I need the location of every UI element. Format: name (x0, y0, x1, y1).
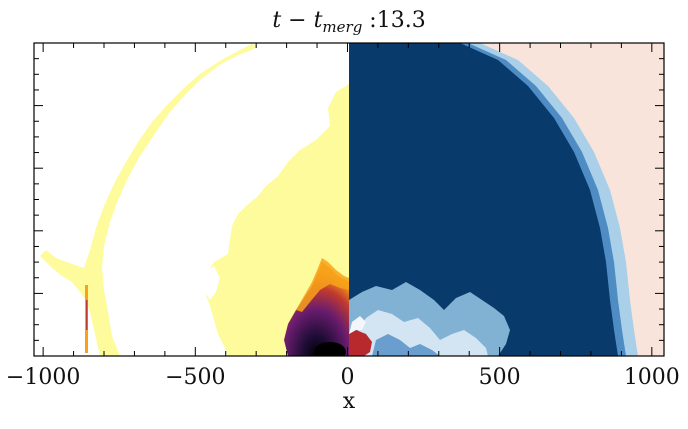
turbulent-region-mid (372, 334, 440, 356)
ejecta-hole (202, 266, 220, 300)
title-sep: : (362, 8, 376, 33)
x-axis-label: x (343, 389, 356, 414)
shell-streak-red (86, 300, 88, 330)
origin-white-patch (349, 316, 366, 334)
right-heatmap-panel (349, 43, 664, 356)
core-region (284, 262, 349, 356)
title-value: 13.3 (377, 8, 426, 33)
x-axis-tick-labels: −1000 −500 0 500 1000 (6, 365, 680, 390)
left-heatmap-panel (40, 44, 349, 356)
title-subscript: merg (322, 18, 362, 36)
x-axis-ticks (42, 43, 653, 356)
y-axis-ticks (34, 42, 664, 357)
chart-title: t − tmerg :13.3 (272, 8, 425, 36)
shell-front-arc (40, 44, 258, 356)
x-tick-label: 0 (340, 365, 354, 390)
x-tick-label: 1000 (624, 365, 680, 390)
x-tick-label: 500 (479, 365, 521, 390)
x-tick-label: −500 (165, 365, 225, 390)
title-minus: − (281, 8, 313, 33)
origin-red-patch (349, 330, 372, 356)
title-var-t: t (272, 8, 281, 33)
black-core (314, 342, 346, 356)
interior-region (349, 43, 618, 356)
ejecta-hole (264, 150, 278, 168)
title-var-t2: t (314, 8, 323, 33)
x-tick-label: −1000 (6, 365, 80, 390)
core-orange-fringe (296, 258, 349, 312)
